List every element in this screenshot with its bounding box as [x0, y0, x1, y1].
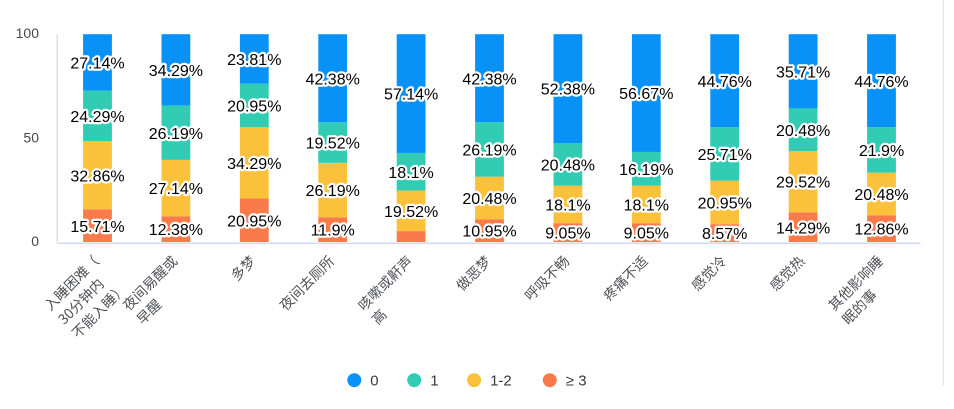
svg-text:12.38%: 12.38%: [149, 222, 203, 239]
svg-text:8.57%: 8.57%: [702, 226, 747, 243]
svg-text:100: 100: [16, 25, 40, 41]
svg-text:11.9%: 11.9%: [311, 223, 355, 240]
svg-text:21.9%: 21.9%: [859, 143, 904, 160]
svg-text:1: 1: [430, 372, 438, 389]
svg-text:26.19%: 26.19%: [462, 143, 516, 160]
svg-text:26.19%: 26.19%: [149, 126, 203, 143]
svg-text:29.52%: 29.52%: [776, 175, 830, 192]
svg-text:18.1%: 18.1%: [624, 198, 669, 215]
svg-text:27.14%: 27.14%: [70, 56, 124, 73]
svg-text:19.52%: 19.52%: [384, 204, 438, 221]
svg-text:18.1%: 18.1%: [388, 165, 433, 182]
svg-text:42.38%: 42.38%: [306, 71, 360, 88]
svg-text:52.38%: 52.38%: [541, 82, 595, 99]
svg-text:1-2: 1-2: [490, 372, 512, 389]
svg-text:15.71%: 15.71%: [70, 219, 124, 236]
svg-text:26.19%: 26.19%: [306, 183, 360, 200]
svg-text:23.81%: 23.81%: [227, 52, 281, 69]
svg-text:14.29%: 14.29%: [776, 220, 830, 237]
svg-text:20.95%: 20.95%: [227, 213, 281, 230]
svg-text:50: 50: [23, 130, 39, 146]
svg-text:20.48%: 20.48%: [462, 191, 516, 208]
svg-text:0: 0: [31, 233, 39, 249]
svg-text:44.76%: 44.76%: [854, 74, 908, 91]
svg-text:34.29%: 34.29%: [227, 156, 281, 173]
svg-text:27.14%: 27.14%: [149, 181, 203, 198]
svg-text:0: 0: [370, 372, 378, 389]
svg-text:20.48%: 20.48%: [854, 187, 908, 204]
svg-text:9.05%: 9.05%: [545, 226, 590, 243]
svg-text:20.48%: 20.48%: [776, 123, 830, 140]
svg-text:57.14%: 57.14%: [384, 87, 438, 104]
svg-text:20.95%: 20.95%: [698, 196, 752, 213]
svg-text:56.67%: 56.67%: [619, 86, 673, 103]
svg-text:19.52%: 19.52%: [306, 136, 360, 153]
svg-text:42.38%: 42.38%: [462, 71, 516, 88]
svg-text:10.95%: 10.95%: [462, 224, 516, 241]
svg-text:18.1%: 18.1%: [545, 198, 590, 215]
svg-text:24.29%: 24.29%: [70, 109, 124, 126]
svg-text:44.76%: 44.76%: [698, 74, 752, 91]
svg-text:25.71%: 25.71%: [698, 147, 752, 164]
svg-text:32.86%: 32.86%: [70, 168, 124, 185]
svg-text:20.95%: 20.95%: [227, 99, 281, 116]
svg-text:35.71%: 35.71%: [776, 64, 830, 81]
svg-text:9.05%: 9.05%: [624, 226, 669, 243]
svg-text:≥ 3: ≥ 3: [566, 372, 587, 389]
svg-text:34.29%: 34.29%: [149, 63, 203, 80]
svg-text:16.19%: 16.19%: [619, 162, 673, 179]
svg-text:12.86%: 12.86%: [854, 222, 908, 239]
svg-text:20.48%: 20.48%: [541, 157, 595, 174]
